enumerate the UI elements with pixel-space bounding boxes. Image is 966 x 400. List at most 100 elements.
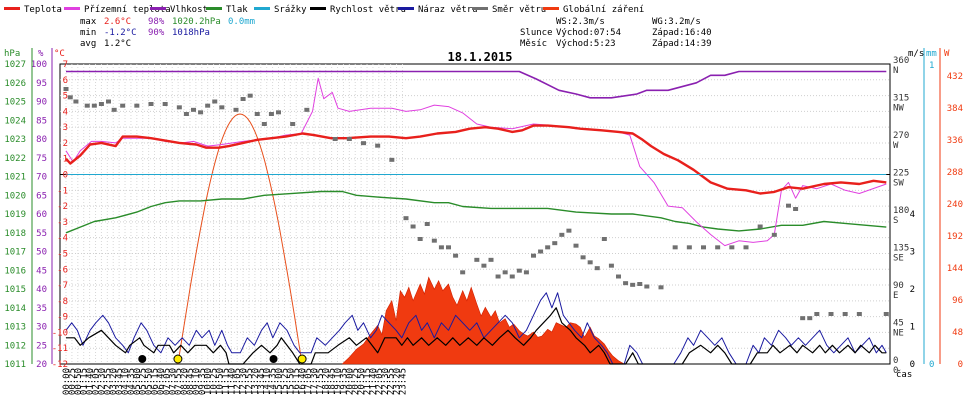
info-sun-rise: Východ:07:54 <box>556 28 621 38</box>
series-layer <box>63 70 889 365</box>
wind-direction-point <box>587 260 593 265</box>
wind-direction-point <box>438 245 444 250</box>
wind-direction-point <box>616 274 622 279</box>
axis-compass-tick: NW <box>893 104 904 114</box>
legend-label: Přízemní teplota <box>84 5 171 15</box>
legend-swatch <box>64 7 80 10</box>
axis-wm2-tick: 144 <box>947 264 963 274</box>
wind-direction-point <box>701 245 707 250</box>
x-axis-tick: 11:40 <box>227 368 237 395</box>
axis-percent-tick: 55 <box>36 229 47 239</box>
wind-direction-point <box>828 312 834 316</box>
stat-avg-label: avg <box>80 39 96 49</box>
axis-percent-tick: 60 <box>36 210 47 220</box>
x-axis-tick: 03:45 <box>115 368 125 395</box>
x-axis-tick: 17:55 <box>316 368 326 395</box>
x-axis-tick: 02:05 <box>92 368 102 395</box>
axis-wind-speed-tick: 3 <box>910 248 915 258</box>
x-axis-tick: 02:55 <box>103 368 113 395</box>
x-axis-tick: 00:00 <box>62 368 72 395</box>
legend-swatch <box>254 7 270 10</box>
axis-temperature-tick: -5 <box>57 249 68 259</box>
axis-wm2-tick: 432 <box>947 72 963 82</box>
info-wind-speed: WS:2.3m/s <box>556 17 605 27</box>
x-axis-tick: 04:10 <box>121 368 131 395</box>
x-axis-tick: 18:45 <box>328 368 338 395</box>
axis-hpa-tick: 1014 <box>4 304 26 314</box>
wind-direction-point <box>502 270 508 275</box>
x-axis-tick: 10:00 <box>204 368 214 395</box>
axis-temperature-tick: -8 <box>57 297 68 307</box>
info-sun-set: Západ:16:40 <box>652 28 712 38</box>
axis-wm2-tick: 96 <box>952 296 963 306</box>
axis-hpa-tick: 1021 <box>4 173 26 183</box>
axis-compass-tick: SW <box>893 179 904 189</box>
axis-direction-tick: 270 <box>893 131 909 141</box>
moonrise-marker <box>138 355 147 363</box>
legend-swatch <box>206 7 222 10</box>
axis-hpa-tick: 1023 <box>4 135 26 145</box>
legend-label: Srážky <box>274 5 307 15</box>
wind-direction-point <box>148 102 154 106</box>
x-axis-tick: 00:50 <box>74 368 84 395</box>
wind-direction-point <box>247 93 253 98</box>
axis-percent-tick: 45 <box>36 266 47 276</box>
wind-direction-point <box>261 122 267 126</box>
axis-direction-tick: 315 <box>893 94 909 104</box>
legend-swatch <box>4 7 20 10</box>
wind-direction-point <box>233 107 239 112</box>
wind-direction-point <box>446 245 452 250</box>
stat-max-hum: 98% <box>148 17 165 27</box>
wind-direction-point <box>814 312 820 316</box>
stat-max-temp: 2.6°C <box>104 17 131 27</box>
x-axis-tick: 20:25 <box>351 368 361 395</box>
wind-direction-point <box>304 107 310 112</box>
wind-direction-point <box>729 245 735 250</box>
wind-direction-point <box>488 257 494 262</box>
wind-direction-point <box>290 122 296 126</box>
info-wind-gust: WG:3.2m/s <box>652 17 701 27</box>
x-axis-tick: 19:35 <box>339 368 349 395</box>
wind-direction-point <box>495 274 501 279</box>
legend-label: Globální záření <box>563 5 644 15</box>
axis-temperature-tick: -4 <box>57 234 68 244</box>
axis-mm-tick: 0 <box>929 360 934 370</box>
stat-min-temp: -1.2°C <box>104 28 137 38</box>
axis-temperature-tick: -1 <box>57 186 68 196</box>
axis-direction-tick: 45 <box>893 319 904 329</box>
wind-direction-point <box>630 282 636 287</box>
axis-percent-tick: 70 <box>36 173 47 183</box>
axis-direction-tick: 90 <box>893 281 904 291</box>
x-axis-tick: 20:50 <box>357 368 367 395</box>
wind-direction-point <box>417 237 423 241</box>
x-axis-tick: 15:25 <box>280 368 290 395</box>
axis-percent-tick: 35 <box>36 304 47 314</box>
axis-percent-tick: 100 <box>31 60 47 70</box>
x-axis-tick: 12:30 <box>239 368 249 395</box>
wind-direction-point <box>198 110 204 115</box>
wind-direction-point <box>219 105 225 110</box>
axis-compass-tick: SE <box>893 254 904 264</box>
x-axis-tick: 16:40 <box>298 368 308 395</box>
wind-direction-point <box>63 87 69 91</box>
x-axis-tick: 18:20 <box>322 368 332 395</box>
wind-direction-point <box>91 103 97 108</box>
stat-max-label: max <box>80 17 97 27</box>
x-axis-tick: 23:45 <box>398 368 408 395</box>
wind-direction-point <box>205 103 211 108</box>
axis-wm2-tick: 48 <box>952 328 963 338</box>
wind-direction-point <box>743 245 749 250</box>
stat-max-press: 1020.2hPa <box>172 17 221 27</box>
legend-label: Směr větru <box>492 5 546 15</box>
x-axis-tick: 05:00 <box>133 368 143 395</box>
axis-wm2-tick: 0 <box>958 360 963 370</box>
wind-direction-point <box>637 282 643 286</box>
wind-direction-point <box>531 253 537 258</box>
axis-percent-tick: 40 <box>36 285 47 295</box>
wind-direction-point <box>73 99 79 104</box>
wind-direction-point <box>523 270 529 275</box>
axis-compass-tick: S <box>893 216 898 226</box>
info-panel: WS:2.3m/s WG:3.2m/s Slunce Východ:07:54 … <box>520 17 712 49</box>
axis-wm2-tick: 384 <box>947 104 963 114</box>
axis-percent-tick: 65 <box>36 191 47 201</box>
